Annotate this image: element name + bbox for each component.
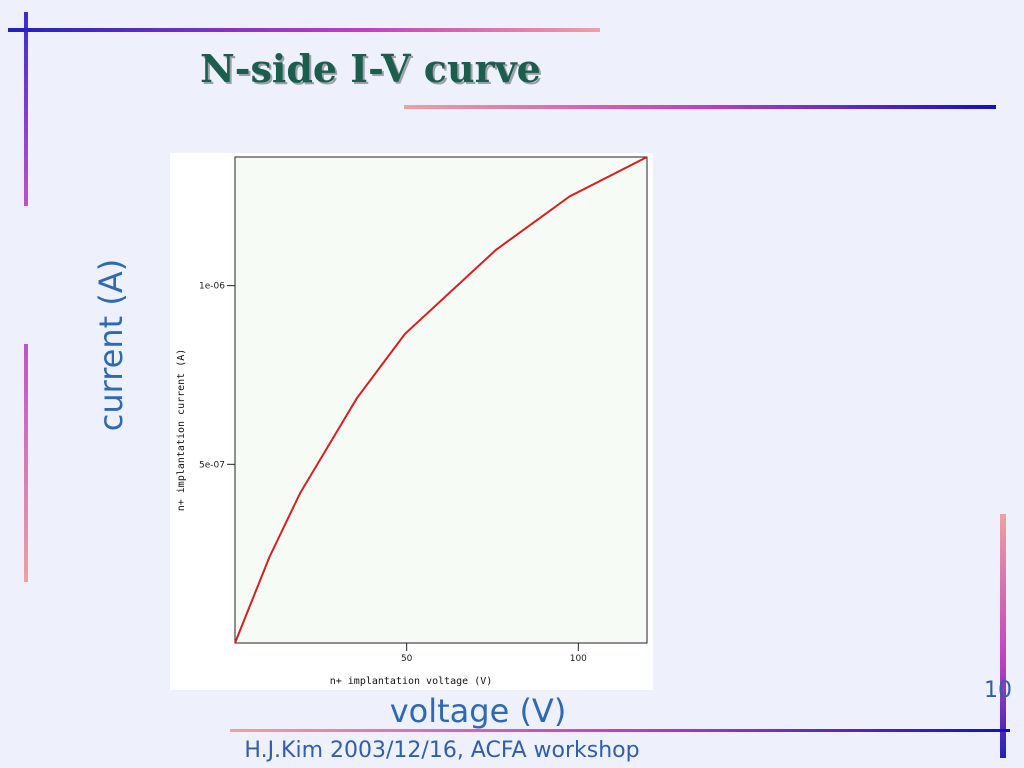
y-tick-label: 5e-07	[199, 460, 225, 470]
chart: 50 100 5e-07 1e-06 n+ implantation voltage (…	[176, 156, 648, 687]
deco-line	[8, 28, 600, 32]
deco-line	[24, 344, 28, 582]
footer: H.J.Kim 2003/12/16, ACFA workshop	[244, 738, 639, 763]
x-label: voltage (V)	[390, 692, 567, 730]
chart-y-label: n+ implantation current (A)	[176, 349, 187, 512]
slide-title: N-side I-V curve	[200, 46, 541, 91]
chart-x-label: n+ implantation voltage (V)	[330, 676, 493, 687]
deco-line	[24, 12, 28, 206]
y-label: current (A)	[92, 259, 130, 431]
page-number: 10	[984, 678, 1012, 703]
y-tick-label: 1e-06	[199, 282, 225, 292]
plot-area	[234, 156, 648, 644]
deco-line	[1000, 514, 1006, 758]
x-tick-label: 50	[401, 654, 413, 664]
line-series	[234, 156, 648, 644]
deco-line	[230, 729, 1010, 732]
x-tick-label: 100	[570, 654, 587, 664]
deco-line	[404, 105, 996, 109]
title-shadow: N-side I-V curve	[202, 48, 543, 93]
